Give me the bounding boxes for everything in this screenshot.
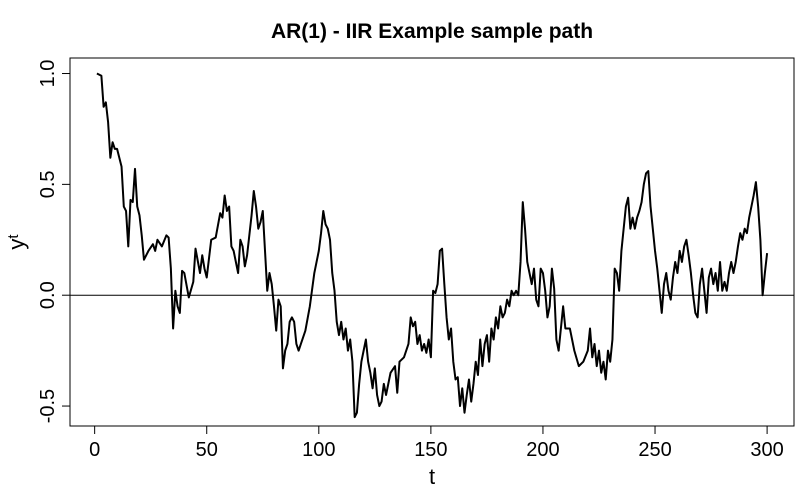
x-tick-label: 150: [414, 439, 447, 461]
x-tick-label: 0: [89, 439, 100, 461]
plot-frame: [69, 57, 795, 427]
y-axis-label-subscript: t: [5, 234, 22, 239]
x-axis-label: t: [429, 464, 435, 489]
x-tick-label: 250: [638, 439, 671, 461]
y-tick-label: 0.5: [37, 170, 59, 198]
y-tick-label: 0.0: [37, 281, 59, 309]
x-tick-label: 100: [302, 439, 335, 461]
y-axis-label-main: y: [4, 239, 29, 250]
y-axis-label: yt: [4, 234, 29, 250]
x-tick-label: 200: [526, 439, 559, 461]
y-tick-label: 1.0: [37, 60, 59, 88]
x-tick-label: 50: [196, 439, 218, 461]
x-tick-label: 300: [750, 439, 783, 461]
chart-title: AR(1) - IIR Example sample path: [271, 20, 593, 43]
y-tick-label: -0.5: [37, 389, 59, 423]
series-line: [96, 72, 769, 419]
